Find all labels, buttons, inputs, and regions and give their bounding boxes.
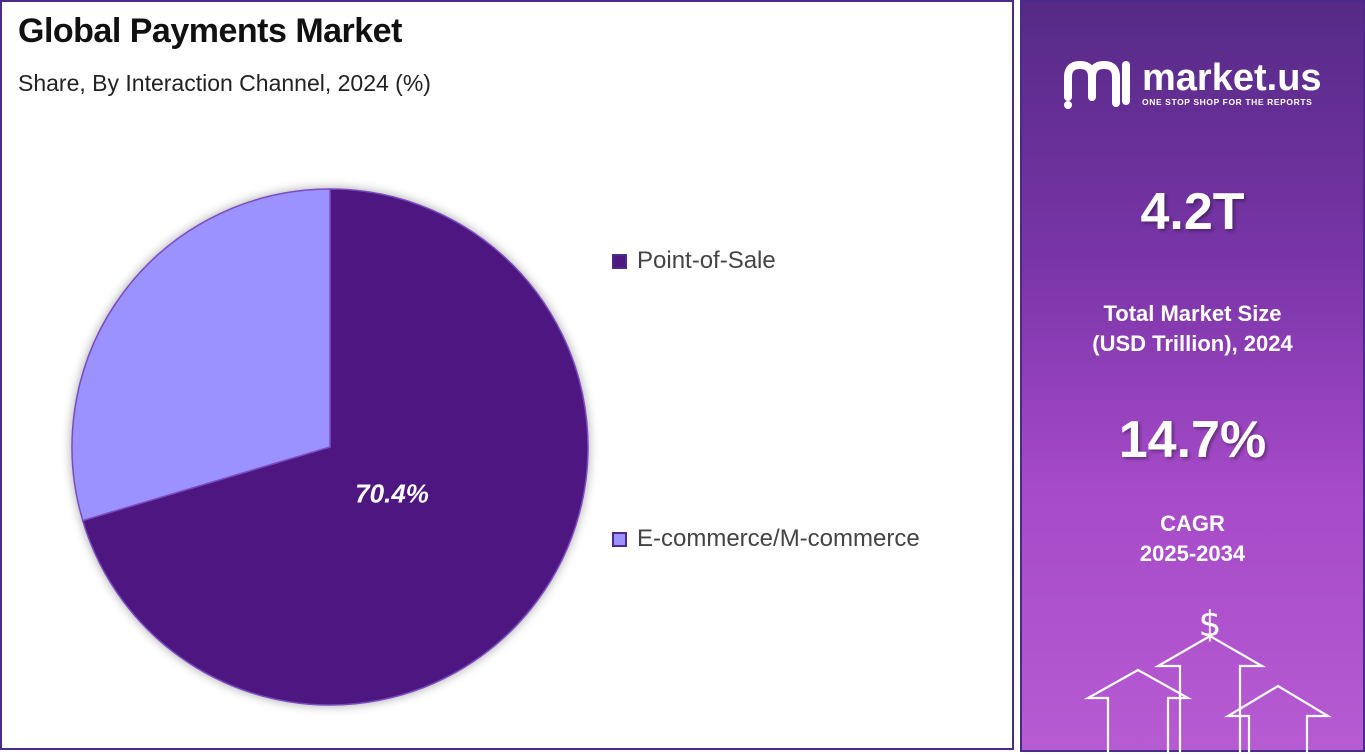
pie-slice-ecommerce [71, 188, 331, 522]
logo-text: market.us [1142, 57, 1322, 99]
dollar-icon: $ [1199, 604, 1222, 645]
market-size-value: 4.2T [1140, 183, 1245, 241]
legend-item-point-of-sale: Point-of-Sale [612, 247, 776, 275]
legend-swatch-point-of-sale [612, 253, 627, 269]
chart-title: Global Payments Market [18, 12, 402, 50]
legend-item-ecommerce: E-commerce/M-commerce [612, 525, 920, 553]
data-label-point-of-sale: 70.4% [355, 478, 429, 508]
cagr-label-line2: 2025-2034 [1139, 541, 1246, 566]
chart-panel: Global Payments Market Share, By Interac… [0, 0, 1014, 750]
summary-sidebar: market.us ONE STOP SHOP FOR THE REPORTS … [1020, 0, 1365, 754]
market-size-label-line2: (USD Trillion), 2024 [1092, 331, 1293, 356]
pie-chart: 70.4% [71, 188, 589, 706]
cagr-label-line1: CAGR [1160, 511, 1225, 536]
legend-label-ecommerce: E-commerce/M-commerce [637, 525, 920, 552]
chart-subtitle: Share, By Interaction Channel, 2024 (%) [18, 70, 431, 96]
pie-slice-point-of-sale [81, 188, 589, 706]
cagr-value: 14.7% [1118, 411, 1267, 469]
legend-label-point-of-sale: Point-of-Sale [637, 247, 776, 274]
legend-swatch-ecommerce [612, 531, 627, 547]
market-us-logo: market.us ONE STOP SHOP FOR THE REPORTS [1062, 57, 1322, 111]
market-size-label-line1: Total Market Size [1103, 301, 1282, 326]
logo-mark-icon [1064, 60, 1130, 109]
growth-arrows-icon: $ [1083, 604, 1332, 754]
logo-tagline: ONE STOP SHOP FOR THE REPORTS [1142, 97, 1313, 107]
